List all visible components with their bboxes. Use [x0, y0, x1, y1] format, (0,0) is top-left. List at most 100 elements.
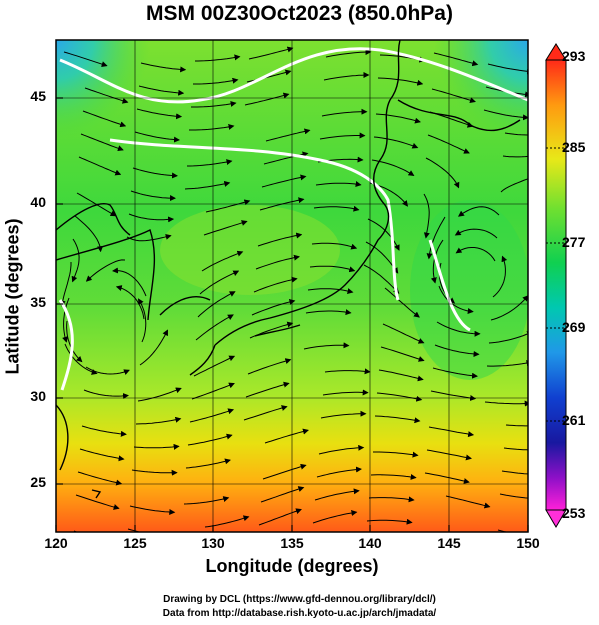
streamline [115, 285, 145, 320]
streamline [71, 238, 80, 283]
streamline [431, 88, 476, 104]
streamline [260, 486, 305, 503]
streamline [199, 270, 240, 295]
streamline [492, 255, 508, 298]
streamline [434, 344, 480, 357]
streamline [204, 515, 250, 528]
axis-ticks [55, 97, 529, 532]
y-tick-label: 30 [30, 388, 46, 404]
streamline [307, 288, 354, 294]
streamline [131, 469, 178, 476]
streamline [428, 426, 475, 438]
streamline [258, 508, 302, 526]
streamline [135, 416, 182, 425]
x-tick-label: 130 [201, 535, 225, 551]
streamline [314, 488, 360, 501]
streamline [255, 254, 300, 270]
colorbar-tick-label: 269 [562, 319, 586, 335]
streamline [309, 265, 356, 273]
streamline [370, 474, 417, 480]
x-tick-label: 125 [123, 535, 147, 551]
streamline [487, 63, 528, 75]
streamline [425, 157, 460, 189]
streamline [132, 167, 178, 179]
streamline [424, 472, 470, 484]
streamline [193, 77, 239, 85]
streamline [436, 321, 481, 337]
streamline [77, 471, 123, 486]
streamline [59, 262, 72, 307]
x-axis-label: Longitude (degrees) [205, 556, 379, 576]
y-tick-label: 35 [30, 294, 46, 310]
streamline [499, 493, 528, 499]
streamline [261, 174, 307, 188]
streamline [73, 530, 78, 532]
x-tick-label: 150 [516, 535, 540, 551]
streamline [380, 346, 425, 362]
streamline [505, 424, 528, 427]
streamline [320, 410, 367, 419]
streamline [490, 295, 528, 321]
streamline [430, 239, 444, 284]
streamline [432, 367, 478, 379]
streamline [253, 276, 298, 293]
streamline [319, 132, 366, 140]
streamline [374, 415, 421, 424]
streamline [368, 496, 415, 503]
streamline [265, 128, 311, 142]
x-tick-label: 120 [44, 535, 68, 551]
streamline [81, 425, 127, 437]
streamline [191, 100, 237, 108]
x-tick-label: 140 [358, 535, 382, 551]
streamline [140, 62, 187, 73]
streamline [484, 400, 528, 407]
streamline [323, 72, 370, 81]
streamline [185, 458, 231, 469]
streamline [366, 518, 413, 525]
streamline [187, 433, 233, 446]
streamline [187, 159, 233, 167]
streamline [373, 451, 419, 458]
plot-grid [56, 40, 528, 532]
streamline [315, 181, 362, 187]
isotherm-contours [58, 47, 528, 391]
credit-drawing: Drawing by DCL (https://www.gfd-dennou.o… [163, 594, 436, 605]
streamline [79, 448, 125, 462]
coastlines [56, 40, 521, 499]
streamline [318, 444, 365, 455]
x-tick-label: 135 [280, 535, 304, 551]
streamline [244, 92, 290, 106]
streamline [63, 51, 108, 68]
streamline [183, 496, 230, 505]
streamline [82, 110, 127, 128]
streamline [247, 358, 292, 375]
streamline [426, 216, 446, 260]
streamline [62, 297, 70, 343]
streamline [316, 466, 362, 478]
streamline [129, 505, 176, 515]
streamline [201, 250, 244, 272]
streamline [373, 136, 419, 149]
streamline [257, 232, 303, 247]
streamline [85, 366, 130, 375]
streamline [377, 77, 424, 86]
streamline [203, 220, 248, 236]
streamline [85, 259, 126, 282]
streamline [75, 494, 120, 510]
streamline [251, 298, 296, 316]
streamline [305, 309, 352, 316]
credit-data: Data from http://database.rish.kyoto-u.a… [162, 608, 437, 619]
streamline [303, 342, 350, 350]
streamline [138, 85, 185, 96]
streamline [322, 389, 369, 396]
streamline [264, 428, 309, 444]
streamline [488, 331, 528, 344]
colorbar-tick-label: 285 [562, 139, 586, 155]
streamline [501, 470, 528, 475]
colorbar-tick-label: 253 [562, 505, 586, 521]
streamline [74, 215, 104, 253]
chart-title: MSM 00Z30Oct2023 (850.0hPa) [146, 2, 453, 25]
streamline [430, 390, 477, 401]
streamline [363, 264, 400, 294]
streamline [112, 267, 147, 297]
